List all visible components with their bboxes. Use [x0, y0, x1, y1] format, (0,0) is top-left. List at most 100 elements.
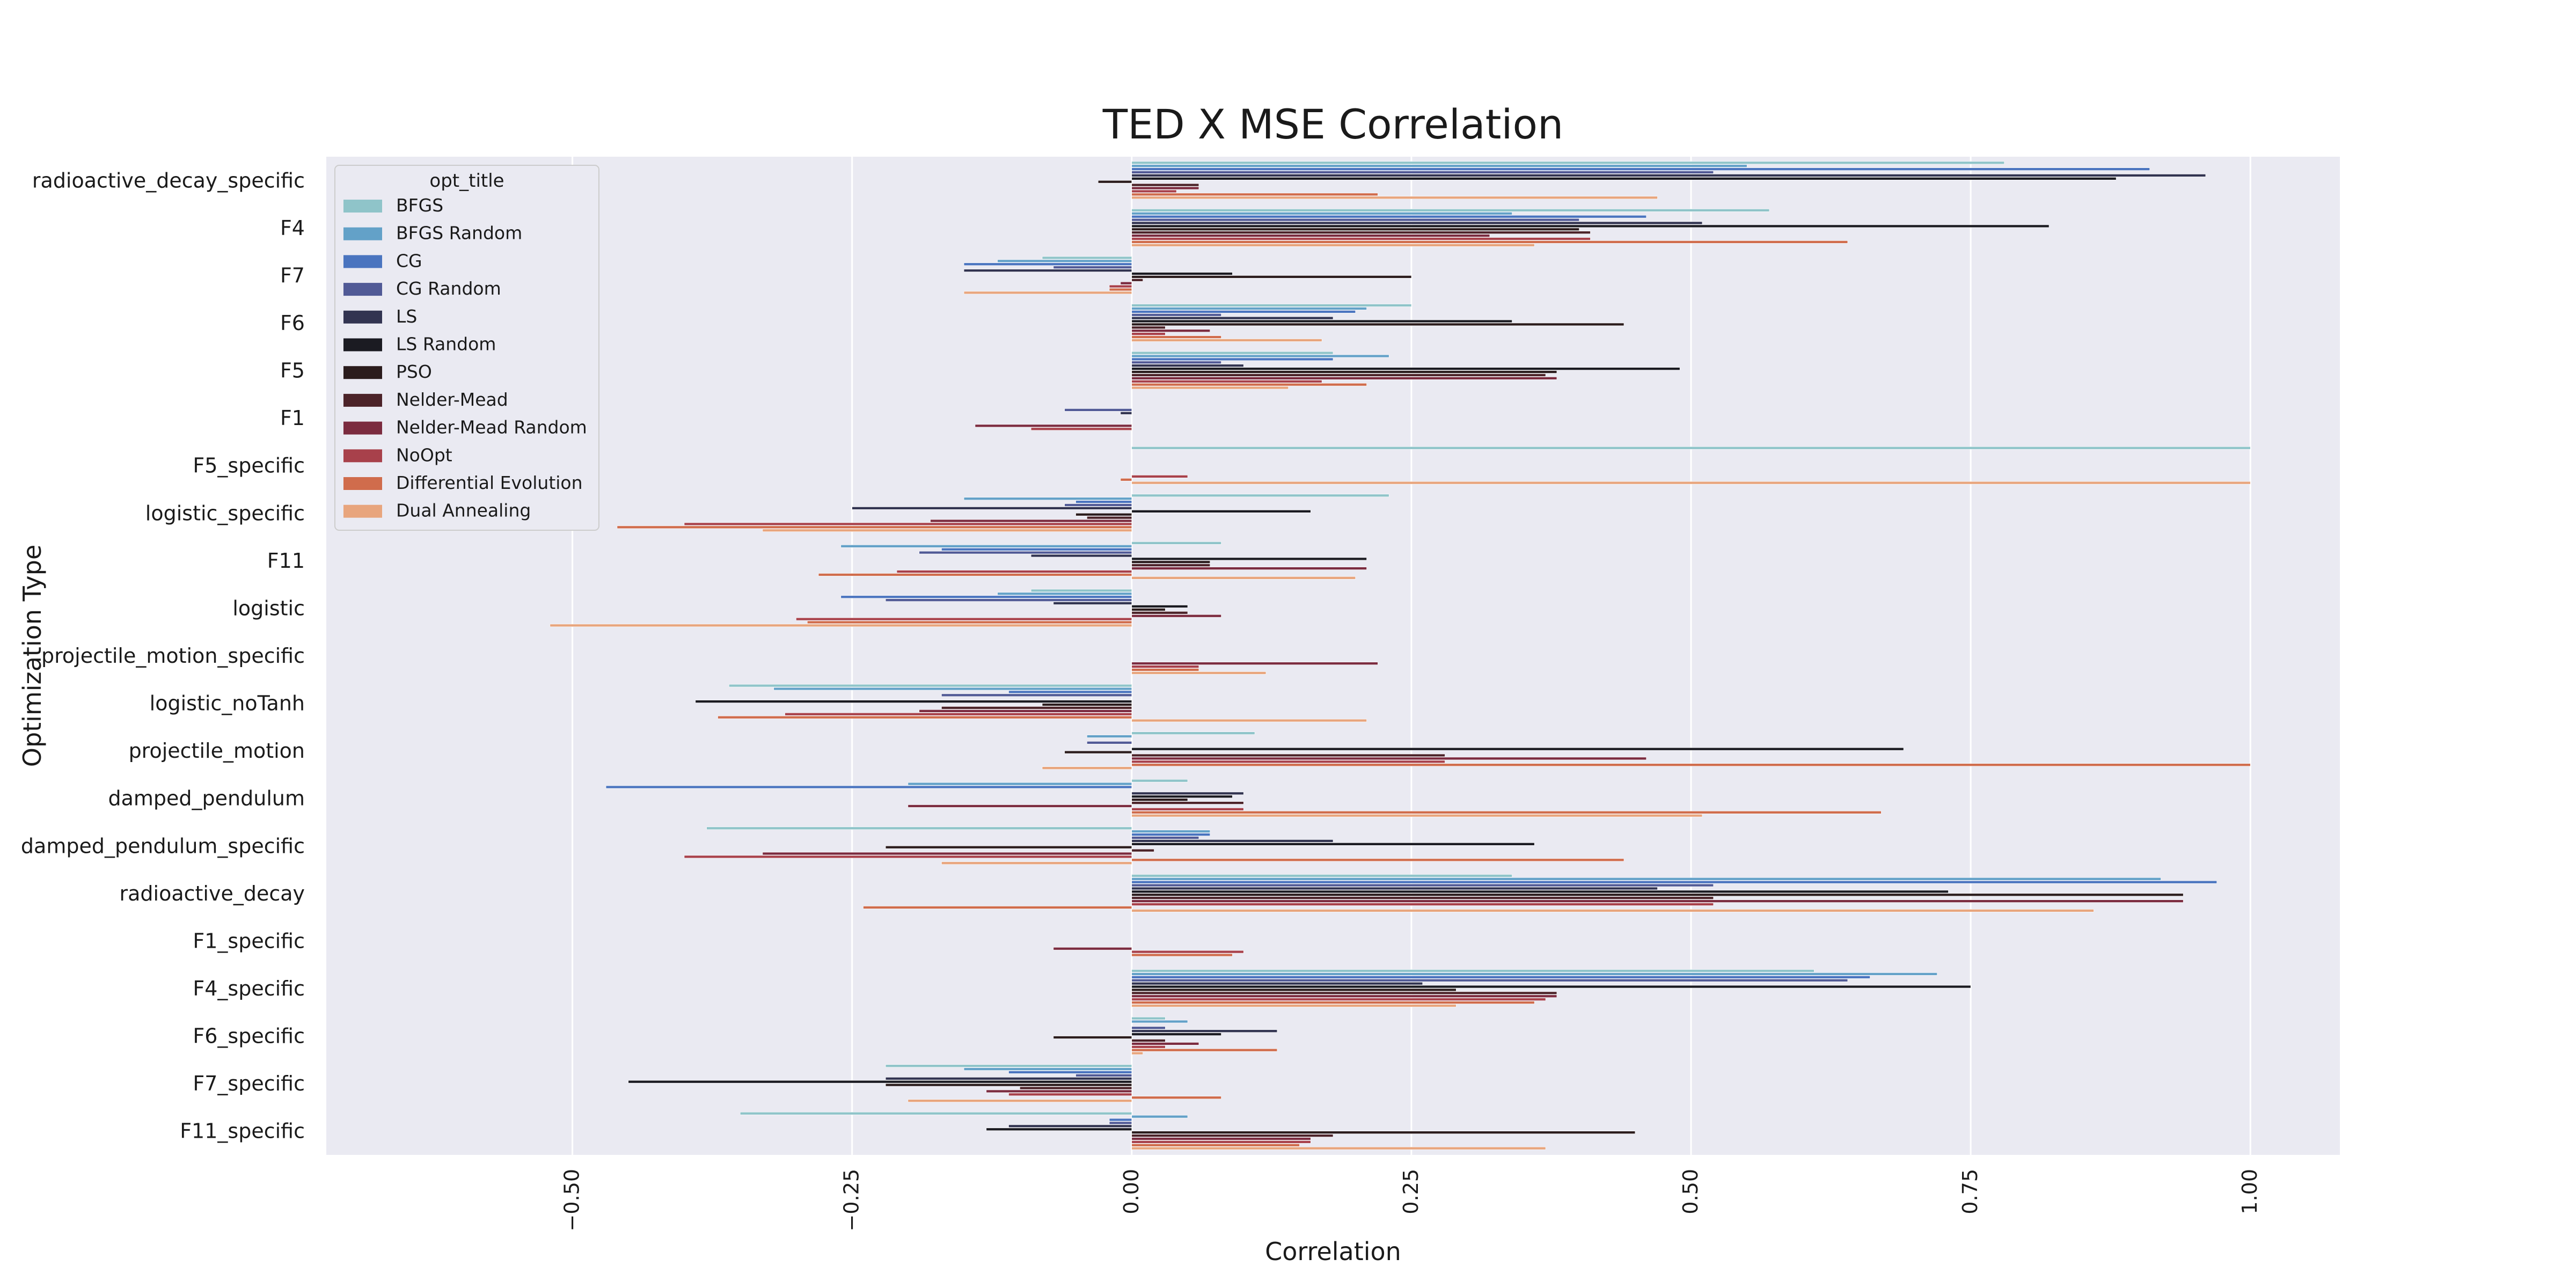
bar [1131, 982, 1423, 985]
bar [1131, 494, 1389, 497]
bar [1131, 567, 1367, 570]
bar [1131, 228, 1579, 231]
bar [1131, 215, 1646, 218]
bar [796, 617, 1132, 621]
bar [852, 507, 1132, 510]
bar [1020, 1086, 1132, 1090]
bar [1131, 950, 1244, 954]
bar [1131, 757, 1646, 760]
bar [1008, 1071, 1132, 1074]
bar [1131, 446, 2251, 450]
bar [1131, 240, 1848, 244]
bar [1042, 256, 1132, 260]
bar [941, 706, 1132, 709]
bar [1030, 427, 1132, 431]
bar [1131, 976, 1870, 979]
bar [605, 785, 1132, 789]
bar [1131, 1144, 1300, 1147]
bar [1131, 221, 1703, 225]
bar [1087, 741, 1132, 744]
legend-swatch [343, 200, 382, 213]
bar [718, 715, 1132, 719]
bar [1131, 189, 1177, 193]
bar [1131, 1146, 1546, 1150]
bar [785, 712, 1132, 716]
bar [1030, 554, 1132, 558]
bar [1131, 972, 1937, 976]
bar [1131, 377, 1557, 380]
y-tick-label: logistic [232, 596, 305, 620]
legend-box [334, 165, 599, 531]
bar [1131, 272, 1233, 275]
bar [1131, 753, 1445, 757]
bar [1131, 354, 1389, 358]
bar [1131, 994, 1557, 998]
bar [986, 1089, 1132, 1093]
bar [1131, 877, 2161, 881]
y-tick-label: radioactive_decay_specific [32, 169, 305, 192]
y-tick-label: F7_specific [193, 1072, 305, 1095]
bar [997, 592, 1132, 596]
bar [1131, 899, 2184, 903]
bar [1131, 880, 2218, 884]
bar [963, 291, 1132, 295]
bar [1131, 887, 1658, 890]
legend-label: NoOpt [396, 444, 452, 465]
bar [1131, 896, 1714, 899]
bar [1131, 605, 1188, 608]
bar [1131, 792, 1244, 795]
legend-swatch [343, 310, 382, 324]
legend-label: Nelder-Mead Random [396, 417, 587, 438]
bar [1131, 1004, 1457, 1007]
y-tick-label: damped_pendulum [108, 787, 305, 810]
legend-swatch [343, 227, 382, 240]
bar [1120, 478, 1132, 481]
bar [1131, 1026, 1166, 1030]
bar [1131, 323, 1624, 326]
bar [1131, 161, 2004, 165]
bar [1131, 1115, 1188, 1118]
bar [885, 1064, 1132, 1067]
bar [1131, 209, 1770, 212]
bar [1109, 1118, 1132, 1122]
bar [1109, 1121, 1132, 1125]
chart-title: TED X MSE Correlation [1102, 100, 1563, 148]
bar [885, 845, 1132, 849]
x-tick-label: −0.50 [560, 1169, 584, 1231]
bar [1131, 218, 1579, 222]
bar [1131, 731, 1255, 735]
bar [1131, 874, 1512, 877]
bar [863, 906, 1132, 909]
bar [1131, 237, 1591, 240]
bar [1131, 763, 2251, 766]
bar [1064, 750, 1132, 754]
bar [1131, 364, 1244, 367]
y-tick-label: F6 [280, 311, 305, 335]
bar [740, 1111, 1132, 1115]
y-tick-label: F7 [280, 264, 305, 287]
bar [1131, 383, 1367, 386]
bar [1131, 279, 1143, 282]
bar [908, 1099, 1132, 1102]
y-tick-label: F6_specific [193, 1024, 305, 1048]
bar [1131, 576, 1356, 580]
bar [1131, 316, 1334, 320]
bar [1131, 357, 1334, 361]
bar [684, 522, 1132, 526]
bar [1131, 1131, 1636, 1134]
bar [1120, 412, 1132, 415]
bar [1008, 690, 1132, 694]
bar [1075, 500, 1132, 503]
bar [1131, 883, 1714, 887]
bar [1131, 183, 1199, 187]
bar [1109, 284, 1132, 288]
legend-swatch [343, 421, 382, 435]
bar [1131, 801, 1244, 804]
bar [1131, 969, 1814, 972]
legend-swatch [343, 338, 382, 352]
y-tick-label: F4_specific [193, 977, 305, 1000]
bar [1131, 978, 1848, 982]
bar [1131, 560, 1211, 564]
legend-swatch [343, 477, 382, 490]
bar [1131, 304, 1412, 307]
